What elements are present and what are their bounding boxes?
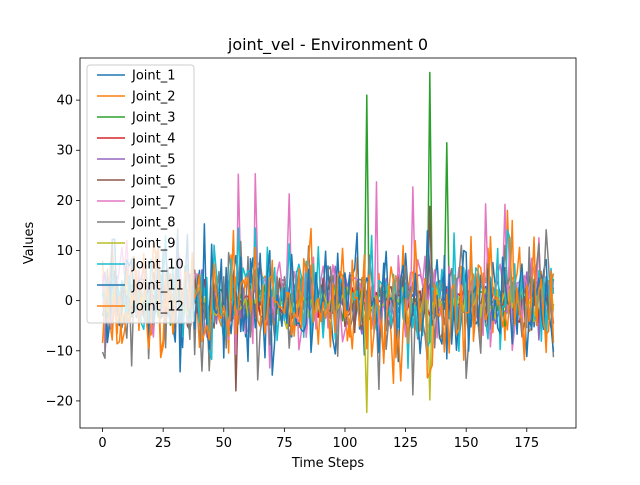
x-tick-label: 125: [393, 436, 418, 451]
x-tick-label: 150: [454, 436, 479, 451]
legend-label: Joint_3: [131, 111, 176, 126]
y-tick-label: −10: [46, 344, 73, 359]
legend-label: Joint_7: [131, 195, 176, 210]
x-tick-label: 25: [155, 436, 172, 451]
legend-label: Joint_12: [131, 300, 184, 315]
y-axis-ticks: −20 −10 0 10 20 30 40: [46, 94, 80, 409]
legend-label: Joint_1: [131, 69, 176, 84]
y-tick-label: 40: [56, 94, 73, 109]
legend-label: Joint_9: [131, 237, 176, 252]
x-axis-label: Time Steps: [291, 456, 365, 471]
legend-label: Joint_5: [131, 153, 176, 168]
plot-frame: [79, 57, 577, 429]
y-tick-label: 0: [65, 294, 73, 309]
legend-label: Joint_11: [131, 279, 184, 294]
legend-label: Joint_10: [131, 258, 184, 273]
y-tick-label: 20: [56, 194, 73, 209]
y-axis-label: Values: [22, 222, 37, 265]
chart-title: joint_vel - Environment 0: [227, 35, 428, 55]
x-tick-label: 0: [98, 436, 106, 451]
legend-label: Joint_2: [131, 90, 176, 105]
y-tick-label: −20: [46, 394, 73, 409]
x-tick-label: 175: [514, 436, 539, 451]
x-tick-label: 75: [276, 436, 293, 451]
y-tick-label: 10: [56, 244, 73, 259]
legend: Joint_1 Joint_2 Joint_3 Joint_4 Joint_5 Joint…: [86, 64, 195, 324]
legend-label: Joint_6: [131, 174, 176, 189]
x-tick-label: 100: [333, 436, 358, 451]
x-axis-ticks: 0 25 50 75 100 125 150 175: [98, 428, 539, 451]
x-tick-label: 50: [215, 436, 232, 451]
legend-box: [86, 64, 195, 324]
legend-label: Joint_4: [131, 132, 176, 147]
legend-label: Joint_8: [131, 216, 176, 231]
y-tick-label: 30: [56, 144, 73, 159]
